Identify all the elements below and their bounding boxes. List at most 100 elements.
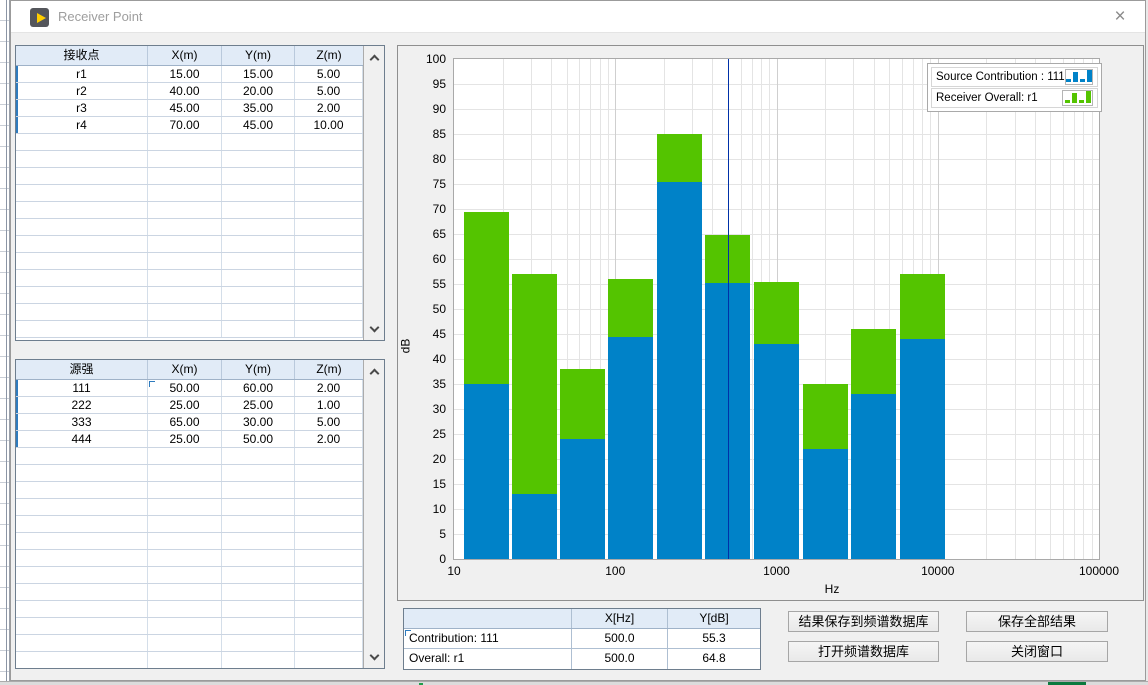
table-cell[interactable]	[148, 168, 222, 184]
readout-cell[interactable]: Overall: r1	[404, 649, 572, 669]
table-cell[interactable]	[16, 321, 148, 337]
table-row[interactable]	[16, 499, 363, 516]
table-cell[interactable]	[295, 448, 363, 464]
table-cell[interactable]: 20.00	[222, 83, 295, 99]
table-cell[interactable]: 70.00	[148, 117, 222, 133]
table-cell[interactable]	[16, 499, 148, 515]
table-cell[interactable]	[16, 287, 148, 303]
table-cell[interactable]	[148, 321, 222, 337]
column-header-z[interactable]: Z(m)	[316, 362, 342, 376]
table-cell[interactable]	[222, 168, 295, 184]
table-row[interactable]	[16, 202, 363, 219]
receiver-table-scrollbar[interactable]	[363, 46, 384, 340]
table-cell[interactable]: 10.00	[295, 117, 363, 133]
table-cell[interactable]: 35.00	[222, 100, 295, 116]
readout-row[interactable]: Contribution: 111 500.0 55.3	[404, 629, 760, 649]
table-cell[interactable]	[148, 652, 222, 668]
table-cell[interactable]	[222, 567, 295, 583]
table-row[interactable]	[16, 253, 363, 270]
table-cell[interactable]	[148, 635, 222, 651]
table-cell[interactable]: 222	[16, 397, 148, 413]
legend-entry-overall[interactable]: Receiver Overall: r1	[931, 88, 1098, 108]
table-cell[interactable]	[16, 584, 148, 600]
table-row[interactable]	[16, 304, 363, 321]
table-row[interactable]: 222 25.00 25.00 1.00	[16, 397, 363, 414]
table-row[interactable]	[16, 584, 363, 601]
table-cell[interactable]	[295, 202, 363, 218]
table-cell[interactable]	[295, 253, 363, 269]
table-row[interactable]	[16, 482, 363, 499]
table-cell[interactable]	[148, 618, 222, 634]
table-row[interactable]: r1 15.00 15.00 5.00	[16, 66, 363, 83]
table-cell[interactable]	[295, 499, 363, 515]
table-cell[interactable]	[295, 219, 363, 235]
table-cell[interactable]	[16, 482, 148, 498]
table-row[interactable]	[16, 465, 363, 482]
table-cell[interactable]: 40.00	[148, 83, 222, 99]
table-cell[interactable]	[222, 635, 295, 651]
table-cell[interactable]	[148, 533, 222, 549]
table-cell[interactable]	[16, 270, 148, 286]
table-cell[interactable]: 50.00	[222, 431, 295, 447]
table-cell[interactable]	[222, 202, 295, 218]
table-cell[interactable]: 444	[16, 431, 148, 447]
table-row[interactable]	[16, 270, 363, 287]
table-row[interactable]	[16, 448, 363, 465]
table-cell[interactable]	[222, 499, 295, 515]
table-cell[interactable]	[222, 448, 295, 464]
table-cell[interactable]: 25.00	[148, 431, 222, 447]
table-cell[interactable]: 2.00	[295, 100, 363, 116]
table-cell[interactable]: 25.00	[148, 397, 222, 413]
table-cell[interactable]	[148, 151, 222, 167]
table-row[interactable]: 111 50.00 60.00 2.00	[16, 380, 363, 397]
table-cell[interactable]	[222, 584, 295, 600]
table-cell[interactable]	[148, 601, 222, 617]
table-cell[interactable]	[148, 253, 222, 269]
table-cell[interactable]	[295, 601, 363, 617]
table-row[interactable]	[16, 168, 363, 185]
table-cell[interactable]	[222, 533, 295, 549]
table-cell[interactable]	[148, 499, 222, 515]
table-cell[interactable]	[16, 253, 148, 269]
table-cell[interactable]	[222, 151, 295, 167]
table-cell[interactable]	[148, 236, 222, 252]
table-row[interactable]	[16, 601, 363, 618]
table-cell[interactable]	[295, 550, 363, 566]
readout-cell[interactable]: 64.8	[702, 651, 726, 665]
table-row[interactable]	[16, 236, 363, 253]
table-row[interactable]	[16, 321, 363, 338]
chart-legend[interactable]: Source Contribution : 111 Receiver Overa…	[927, 63, 1102, 112]
table-row[interactable]: 333 65.00 30.00 5.00	[16, 414, 363, 431]
column-header-source[interactable]: 源强	[16, 360, 148, 379]
table-cell[interactable]	[222, 304, 295, 320]
table-cell[interactable]	[148, 304, 222, 320]
table-cell[interactable]: r4	[16, 117, 148, 133]
readout-row[interactable]: Overall: r1 500.0 64.8	[404, 649, 760, 669]
table-cell[interactable]	[222, 516, 295, 532]
table-cell[interactable]: 333	[16, 414, 148, 430]
table-cell[interactable]	[16, 168, 148, 184]
table-cell[interactable]	[222, 652, 295, 668]
table-cell[interactable]	[222, 321, 295, 337]
table-cell[interactable]	[148, 516, 222, 532]
table-row[interactable]	[16, 134, 363, 151]
source-table-scrollbar[interactable]	[363, 360, 384, 668]
table-row[interactable]	[16, 185, 363, 202]
readout-cell[interactable]: 500.0	[572, 629, 668, 648]
table-cell[interactable]	[222, 482, 295, 498]
table-cell[interactable]	[16, 618, 148, 634]
table-cell[interactable]	[295, 652, 363, 668]
table-cell[interactable]	[16, 465, 148, 481]
table-cell[interactable]: 2.00	[295, 431, 363, 447]
table-cell[interactable]: 15.00	[148, 66, 222, 82]
table-cell[interactable]	[148, 482, 222, 498]
table-cell[interactable]	[222, 618, 295, 634]
scroll-down-icon[interactable]	[369, 646, 379, 664]
table-row[interactable]	[16, 533, 363, 550]
table-row[interactable]	[16, 550, 363, 567]
column-header-x[interactable]: X(m)	[148, 360, 222, 379]
table-cell[interactable]	[222, 185, 295, 201]
plot-area[interactable]	[453, 58, 1100, 560]
table-cell[interactable]: r1	[16, 66, 148, 82]
table-cell[interactable]	[16, 533, 148, 549]
